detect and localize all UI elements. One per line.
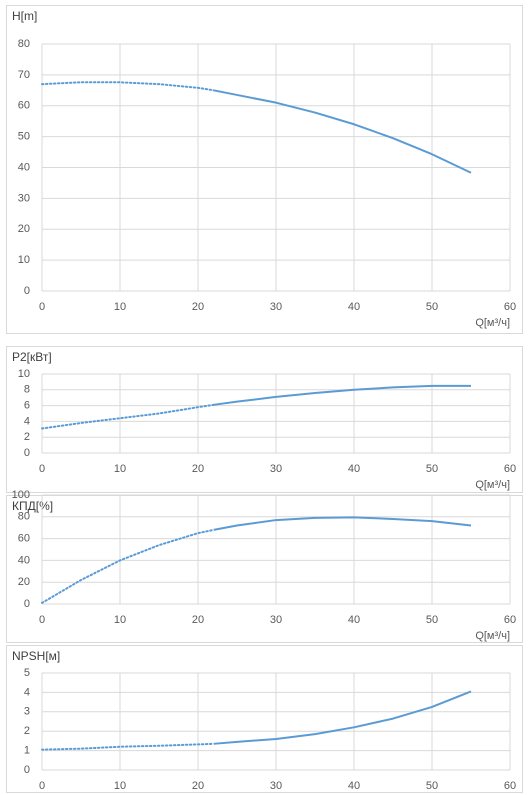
series-line [41, 528, 215, 604]
series-line [213, 690, 472, 745]
x-tick-label: 60 [504, 780, 516, 792]
x-tick-label: 50 [426, 614, 438, 626]
y-tick-label: 8 [24, 384, 30, 396]
x-tick-label: 30 [270, 301, 282, 313]
y-tick-label: 80 [18, 511, 30, 523]
chart-title: NPSH[м] [12, 649, 60, 663]
x-tick-label: 60 [504, 463, 516, 475]
x-tick-label: 20 [192, 463, 204, 475]
series-line [213, 384, 471, 406]
x-axis-label: Q[м³/ч] [475, 317, 510, 329]
y-tick-label: 10 [18, 254, 30, 266]
y-tick-label: 4 [24, 415, 30, 427]
chart-frame [6, 346, 523, 493]
chart-title: P2[кВт] [12, 350, 52, 364]
y-tick-label: 3 [24, 706, 30, 718]
series-line [213, 516, 472, 531]
y-tick-label: 80 [18, 38, 30, 50]
x-tick-label: 50 [426, 780, 438, 792]
x-tick-label: 30 [270, 463, 282, 475]
y-tick-label: 5 [24, 667, 30, 679]
y-tick-label: 50 [18, 131, 30, 143]
x-tick-label: 10 [114, 780, 126, 792]
chart-frame [6, 495, 523, 643]
x-tick-label: 60 [504, 301, 516, 313]
y-tick-label: 20 [18, 576, 30, 588]
x-tick-label: 50 [426, 463, 438, 475]
y-tick-label: 40 [18, 554, 30, 566]
x-tick-label: 0 [39, 301, 45, 313]
y-tick-label: 100 [12, 489, 30, 501]
x-axis-label: Q[м³/ч] [475, 479, 510, 491]
y-tick-label: 40 [18, 161, 30, 173]
y-tick-label: 1 [24, 745, 30, 757]
x-tick-label: 40 [348, 463, 360, 475]
x-tick-label: 50 [426, 301, 438, 313]
x-tick-label: 0 [39, 614, 45, 626]
x-tick-label: 10 [114, 463, 126, 475]
x-tick-label: 40 [348, 301, 360, 313]
x-tick-label: 30 [270, 780, 282, 792]
chart-frame [6, 5, 523, 334]
x-tick-label: 10 [114, 301, 126, 313]
x-tick-label: 30 [270, 614, 282, 626]
y-tick-label: 0 [24, 764, 30, 776]
y-tick-label: 2 [24, 725, 30, 737]
x-tick-label: 0 [39, 463, 45, 475]
y-tick-label: 60 [18, 100, 30, 112]
y-tick-label: 70 [18, 69, 30, 81]
y-tick-label: 0 [24, 447, 30, 459]
y-tick-label: 6 [24, 400, 30, 412]
chart-title: КПД[%] [12, 499, 53, 513]
y-tick-label: 30 [18, 192, 30, 204]
x-tick-label: 20 [192, 780, 204, 792]
series-line [41, 403, 215, 430]
y-tick-label: 2 [24, 431, 30, 443]
y-tick-label: 4 [24, 686, 30, 698]
y-tick-label: 0 [24, 285, 30, 297]
chart-frame [6, 645, 523, 793]
x-tick-label: 0 [39, 780, 45, 792]
x-tick-label: 60 [504, 614, 516, 626]
series-line [41, 742, 215, 751]
chart-title: H[m] [12, 9, 37, 23]
y-tick-label: 0 [24, 598, 30, 610]
y-tick-label: 10 [18, 368, 30, 380]
x-tick-label: 10 [114, 614, 126, 626]
series-line [213, 89, 472, 174]
y-tick-label: 20 [18, 223, 30, 235]
x-tick-label: 20 [192, 614, 204, 626]
series-line [41, 81, 215, 92]
x-axis-label: Q[м³/ч] [475, 630, 510, 642]
x-tick-label: 20 [192, 301, 204, 313]
y-tick-label: 60 [18, 533, 30, 545]
x-tick-label: 40 [348, 780, 360, 792]
x-tick-label: 40 [348, 614, 360, 626]
